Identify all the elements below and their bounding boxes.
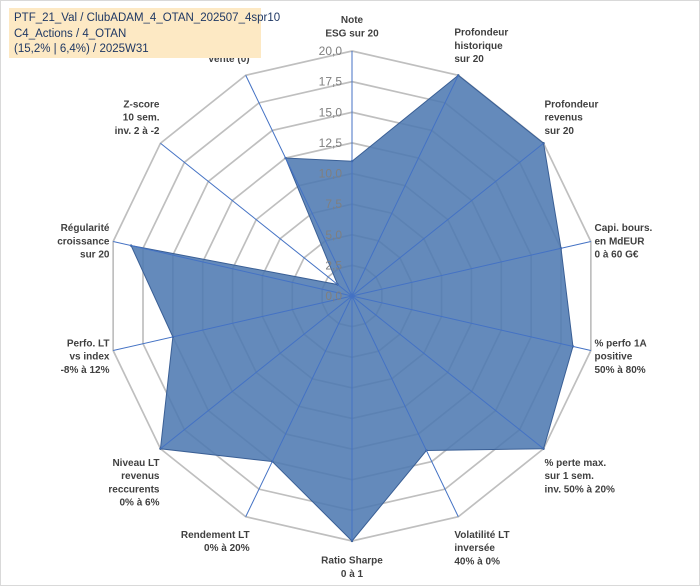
category-label: Ratio Sharpe 0 à 1 — [321, 556, 383, 580]
tick-label: 17,5 — [319, 75, 343, 89]
category-label: Rendement LT 0% à 20% — [181, 530, 250, 554]
axis-spoke — [351, 295, 591, 352]
tick-label: 10,0 — [319, 167, 343, 181]
axis-spoke — [160, 295, 353, 450]
tick-label: 7,5 — [325, 197, 342, 211]
tick-label: 0,0 — [325, 289, 342, 303]
category-label: Profondeur revenus sur 20 — [544, 99, 598, 136]
axis-spoke — [160, 142, 353, 297]
chart-title-box: PTF_21_Val / ClubADAM_4_OTAN_202507_4spr… — [9, 8, 281, 58]
axis-spoke — [245, 295, 353, 517]
category-label: Perfo. LT vs index -8% à 12% — [61, 338, 110, 375]
tick-label: 15,0 — [319, 105, 343, 119]
category-label: Volatilité LT inversée 40% à 0% — [454, 530, 509, 567]
axis-spoke — [113, 240, 353, 297]
axis-spoke — [351, 295, 459, 517]
radar-tick-labels: 0,0 2,5 5,0 7,5 10,0 12,5 15,0 17,5 20,0 — [319, 44, 343, 303]
axis-spoke — [351, 142, 544, 297]
axis-spoke — [245, 75, 353, 297]
category-label: Note ESG sur 20 — [325, 15, 379, 39]
tick-label: 20,0 — [319, 44, 343, 58]
category-label: Niveau LT revenus reccurents 0% à 6% — [108, 458, 160, 509]
tick-label: 5,0 — [325, 228, 342, 242]
category-label: Capi. bours. en MdEUR 0 à 60 G€ — [595, 223, 653, 260]
axis-spoke — [351, 75, 459, 297]
title-line-3: (15,2% | 6,4%) / 2025W31 — [14, 43, 149, 55]
category-label: Z-score 10 sem. inv. 2 à -2 — [115, 99, 160, 136]
axis-spoke — [351, 295, 544, 450]
tick-label: 2,5 — [325, 258, 342, 272]
axis-spoke — [351, 240, 591, 297]
category-label: % perte max. sur 1 sem. inv. 50% à 20% — [544, 458, 615, 495]
category-label: Profondeur historique sur 20 — [454, 28, 508, 65]
category-label: Régularité croissance sur 20 — [57, 223, 110, 260]
axis-spoke — [113, 295, 353, 352]
title-line-2: C4_Actions / 4_OTAN — [14, 27, 127, 40]
tick-label: 12,5 — [319, 136, 343, 150]
title-line-1: PTF_21_Val / ClubADAM_4_OTAN_202507_4spr… — [14, 12, 281, 24]
radar-axes — [113, 51, 591, 541]
category-label: % perfo 1A positive 50% à 80% — [595, 338, 647, 375]
